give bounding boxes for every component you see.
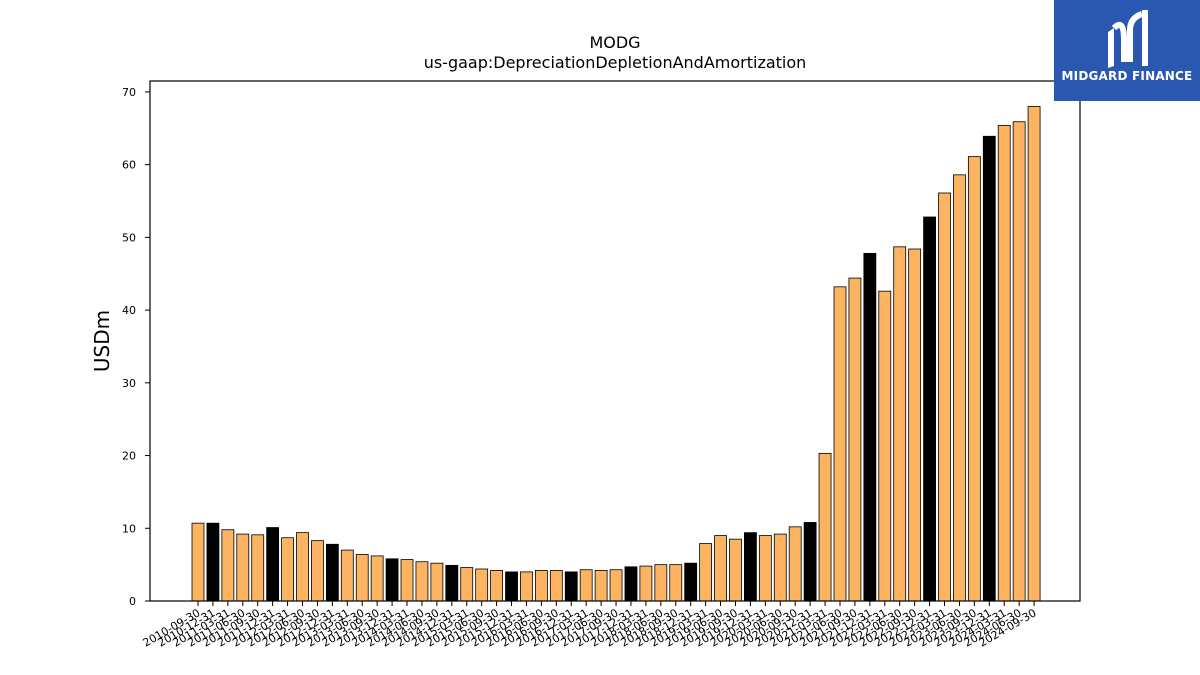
plot-frame: [149, 80, 1081, 602]
bar-2013-12-31: [385, 558, 399, 602]
chart-title: MODG: [589, 33, 640, 52]
bar-2021-06-30: [833, 286, 847, 602]
y-tick-label: 10: [122, 522, 136, 535]
bar-2017-12-31: [624, 566, 638, 602]
bar-2011-12-31: [266, 527, 280, 602]
bar-2015-09-30: [490, 570, 504, 602]
bar-2013-06-30: [355, 554, 369, 602]
bar-2014-09-30: [430, 562, 444, 602]
y-tick-label: 0: [129, 595, 136, 608]
bar-2019-06-30: [714, 535, 727, 602]
bar-2022-12-31: [923, 216, 936, 602]
bar-2016-09-30: [549, 570, 563, 602]
bar-2014-03-31: [400, 559, 414, 602]
y-tick-label: 70: [122, 86, 136, 99]
bar-2021-03-31: [818, 452, 832, 602]
bar-2016-12-31: [564, 571, 578, 602]
x-axis-ticks: 2010-09-302010-12-312011-03-312011-06-30…: [141, 601, 1039, 650]
midgard-finance-logo: MIDGARD FINANCE: [1054, 0, 1200, 101]
bar-2012-12-31: [325, 543, 339, 602]
bar-2010-12-31: [206, 522, 220, 602]
chart-subtitle: us-gaap:DepreciationDepletionAndAmortiza…: [424, 53, 807, 72]
bar-2015-03-31: [460, 567, 474, 602]
bar-2011-09-30: [251, 534, 265, 602]
bar-2020-06-30: [773, 533, 787, 602]
bar-2018-09-30: [669, 564, 683, 602]
bar-2013-03-31: [340, 549, 354, 602]
bar-2020-12-31: [803, 522, 817, 602]
bar-2023-06-30: [953, 174, 966, 602]
bar-2023-03-31: [938, 192, 951, 602]
bar-2018-03-31: [639, 565, 653, 602]
bar-2019-09-30: [729, 538, 742, 602]
bars-group: [191, 106, 1041, 602]
bar-2019-03-31: [699, 543, 713, 602]
bar-2015-12-31: [505, 571, 518, 602]
bar-2023-09-30: [967, 156, 981, 602]
bar-2016-06-30: [534, 570, 548, 602]
bar-2022-09-30: [908, 248, 922, 602]
bar-2017-03-31: [579, 569, 593, 602]
bar-2010-09-30: [191, 522, 205, 602]
bar-2016-03-31: [520, 571, 533, 602]
bar-2024-09-30: [1027, 106, 1041, 602]
bar-2023-12-31: [982, 135, 996, 602]
bar-2019-12-31: [744, 532, 757, 602]
bar-2020-03-31: [758, 535, 772, 602]
bar-2012-06-30: [296, 532, 309, 602]
bar-2014-12-31: [445, 564, 459, 602]
midgard-logo-icon: [1108, 10, 1148, 68]
bar-2011-06-30: [236, 533, 250, 602]
bar-2012-09-30: [311, 540, 324, 602]
bar-2024-03-31: [997, 124, 1011, 602]
bar-2021-12-31: [863, 252, 877, 602]
logo-text: MIDGARD FINANCE: [1061, 69, 1193, 83]
bar-2022-06-30: [893, 246, 907, 602]
bar-2018-12-31: [684, 562, 698, 602]
bar-2020-09-30: [788, 526, 802, 602]
y-tick-label: 20: [122, 450, 136, 463]
bar-2022-03-31: [878, 290, 892, 602]
bar-2017-06-30: [594, 570, 608, 602]
y-tick-label: 60: [122, 159, 136, 172]
bar-2024-06-30: [1012, 121, 1026, 602]
bar-2015-06-30: [475, 568, 489, 602]
y-axis-label: USDm: [90, 310, 114, 372]
bar-2011-03-31: [221, 529, 235, 602]
bar-2018-06-30: [654, 564, 668, 602]
bar-2013-09-30: [370, 555, 384, 602]
bar-2014-06-30: [415, 561, 429, 602]
bar-2012-03-31: [281, 537, 294, 602]
y-tick-label: 30: [122, 377, 136, 390]
y-axis-ticks: 0 10 20 30 40 50 60 70: [122, 86, 150, 608]
y-tick-label: 50: [122, 231, 136, 244]
bar-2021-09-30: [848, 277, 862, 602]
bar-2017-09-30: [609, 569, 623, 602]
y-tick-label: 40: [122, 304, 136, 317]
